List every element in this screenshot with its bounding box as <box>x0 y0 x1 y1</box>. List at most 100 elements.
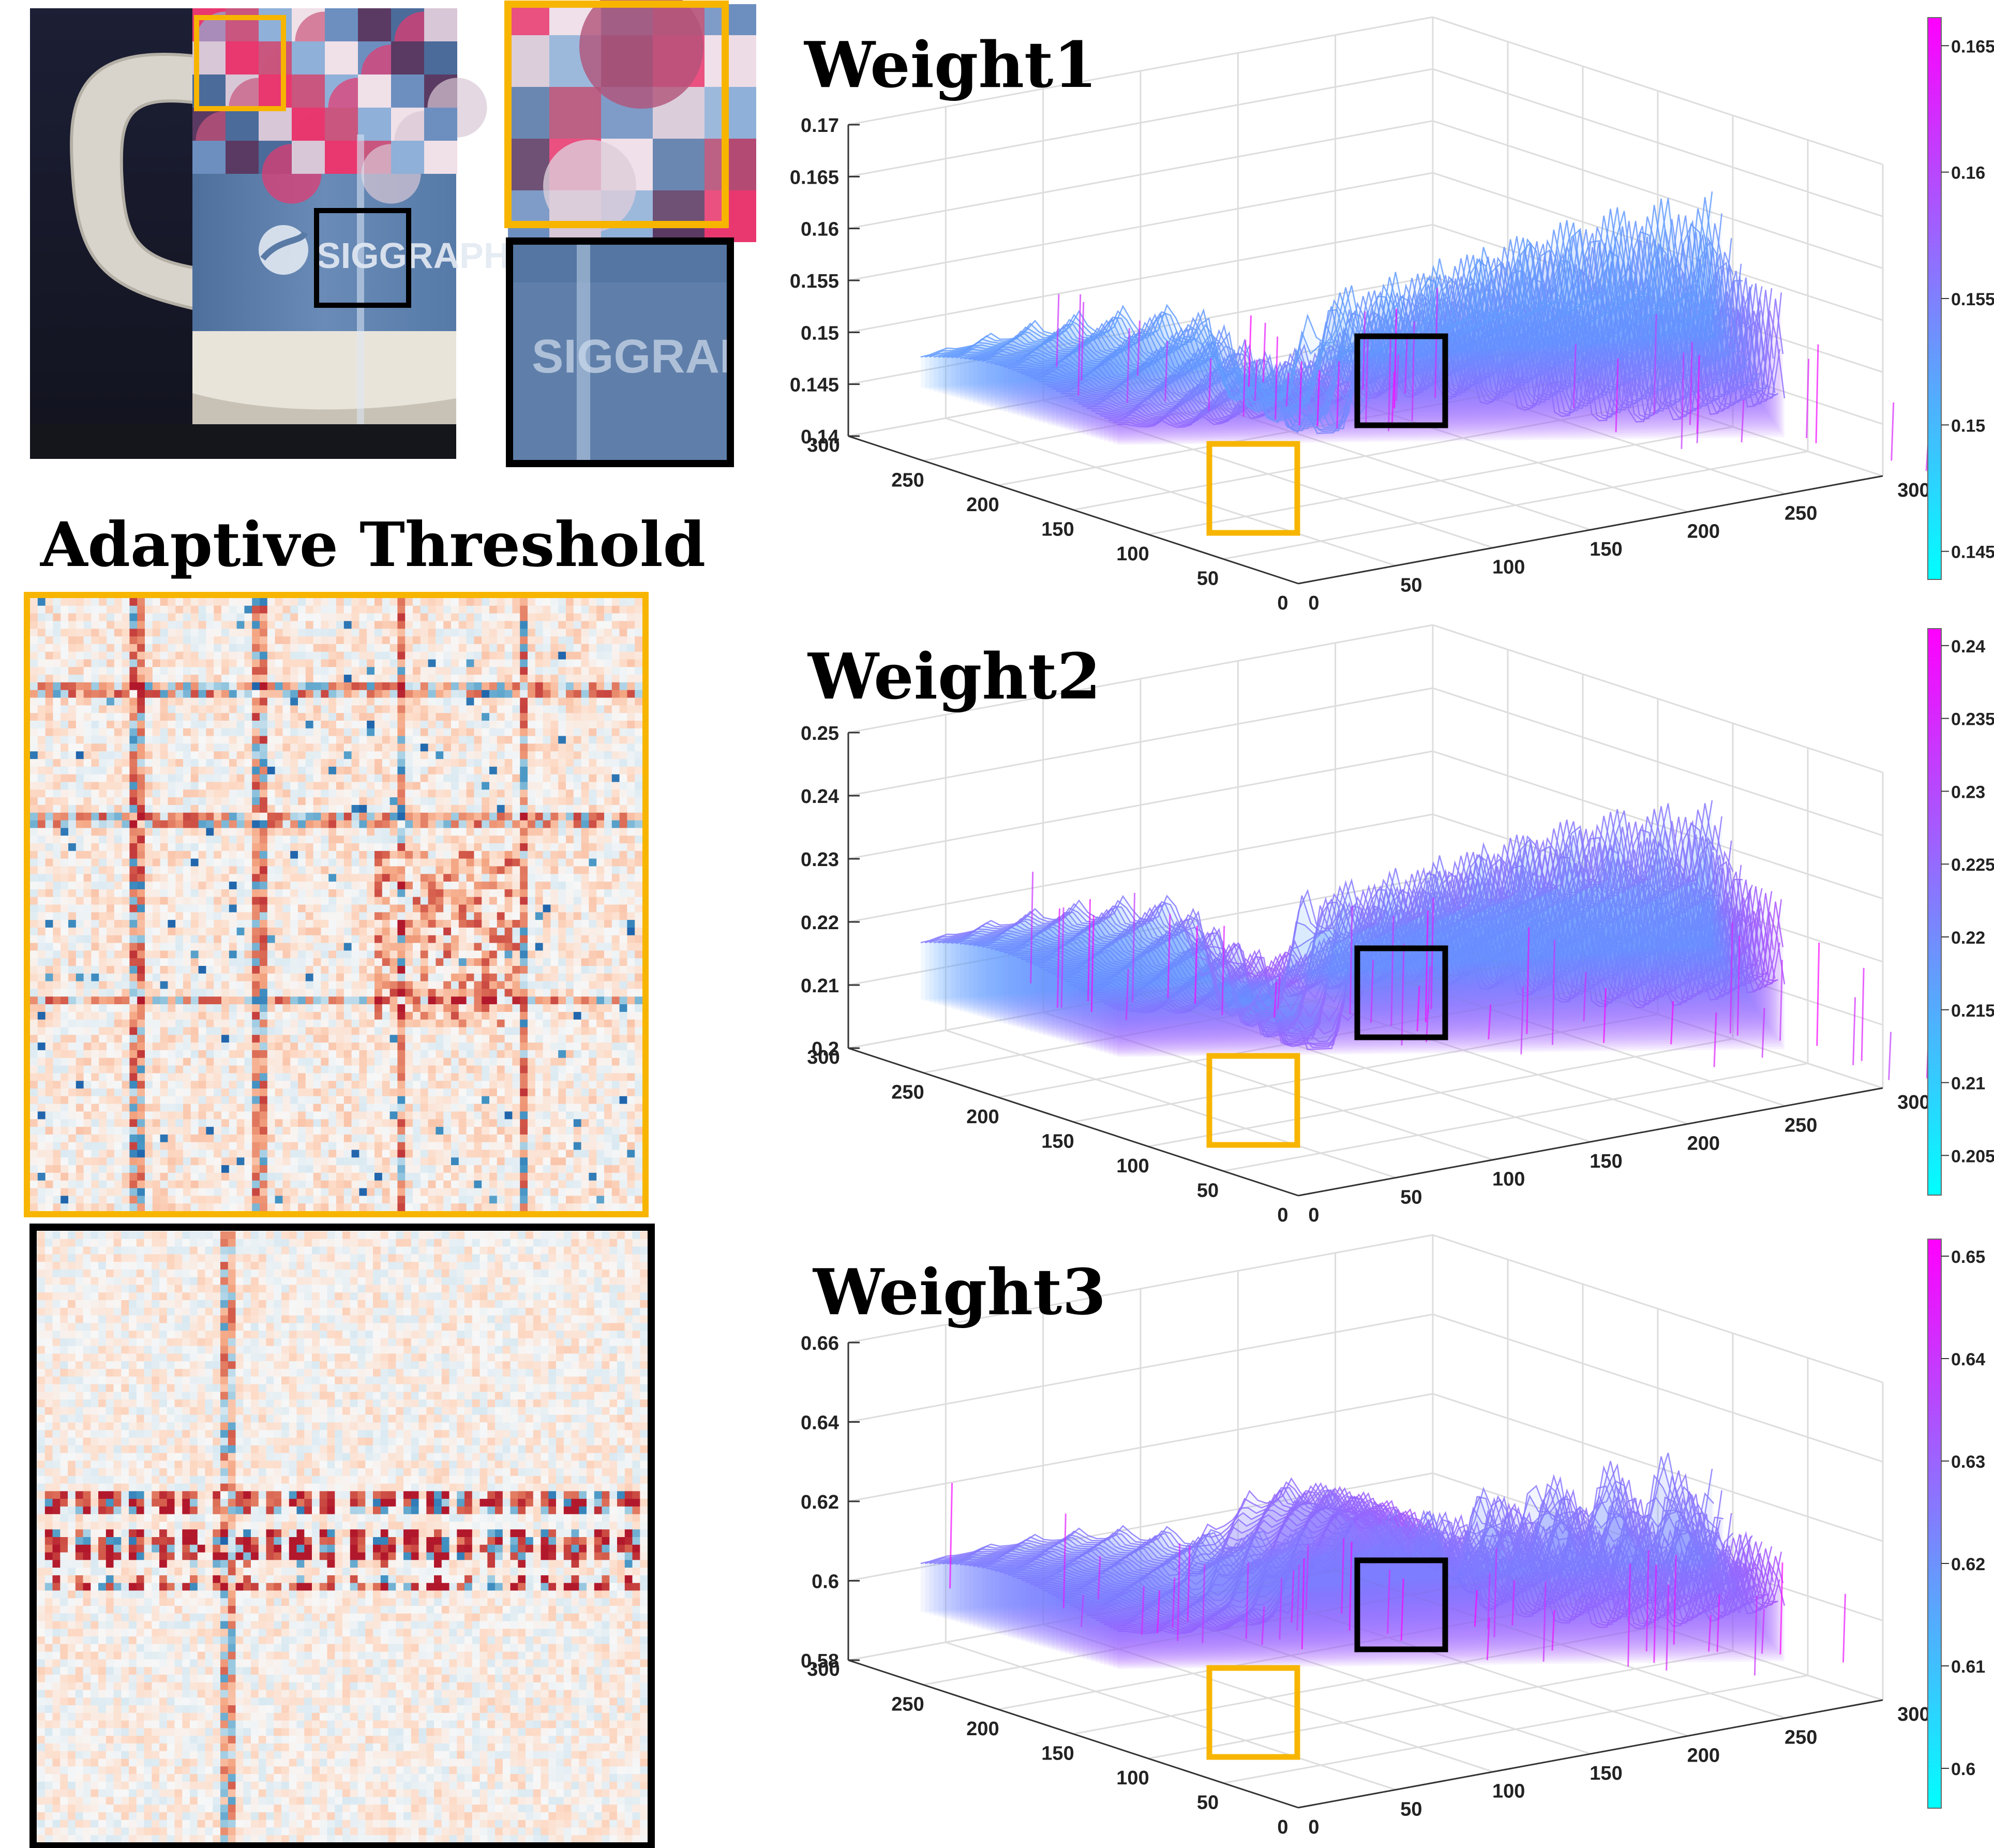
heat-cell <box>328 950 337 959</box>
heat-cell <box>37 812 46 821</box>
heat-cell <box>252 774 260 783</box>
heat-cell <box>275 943 283 951</box>
heat-cell <box>30 973 38 982</box>
heat-cell <box>229 1035 237 1043</box>
heat-cell <box>497 766 505 775</box>
heat-cell <box>581 1042 589 1051</box>
heat-cell <box>282 621 291 629</box>
heat-cell <box>359 904 367 913</box>
heat-cell <box>436 598 444 606</box>
heat-cell <box>175 613 184 621</box>
heat-cell <box>160 1011 168 1020</box>
heat-cell <box>436 882 444 890</box>
heat-cell <box>328 782 337 790</box>
heat-cell <box>512 927 520 936</box>
heat-cell <box>611 889 620 898</box>
heat-cell <box>275 851 283 859</box>
heat-cell <box>175 659 184 667</box>
heat-cell <box>114 613 123 621</box>
heat-cell <box>520 1019 528 1028</box>
heat-cell <box>451 851 459 859</box>
heat-cell <box>99 843 107 852</box>
heat-cell <box>397 882 406 890</box>
heat-cell <box>336 927 344 936</box>
heat-cell <box>359 797 367 806</box>
heat-cell <box>351 736 359 744</box>
heat-cell <box>137 797 145 806</box>
heat-cell <box>137 782 145 790</box>
heat-cell <box>367 613 375 621</box>
heat-cell <box>512 697 520 706</box>
heat-cell <box>282 996 291 1005</box>
heat-cell <box>466 904 474 913</box>
heat-cell <box>53 705 61 713</box>
heat-cell <box>413 1042 421 1051</box>
heat-cell <box>589 782 597 790</box>
heat-cell <box>466 1027 474 1035</box>
heat-cell <box>206 721 214 729</box>
heat-cell <box>183 613 191 621</box>
heat-cell <box>183 1011 191 1020</box>
heat-cell <box>428 943 436 951</box>
heat-cell <box>122 613 130 621</box>
heat-cell <box>474 820 482 828</box>
heat-cell <box>198 804 206 813</box>
heat-cell <box>122 1027 130 1035</box>
heat-cell <box>428 621 436 629</box>
heat-cell <box>604 759 612 767</box>
heat-cell <box>343 966 352 974</box>
crop-tile <box>653 139 704 190</box>
heat-cell <box>367 697 375 706</box>
heat-cell <box>30 598 38 606</box>
heat-cell <box>168 874 176 882</box>
heat-cell <box>550 1027 559 1035</box>
heat-cell <box>543 989 551 997</box>
heat-cell <box>382 843 391 852</box>
heat-cell <box>436 828 444 836</box>
heat-cell <box>30 675 38 683</box>
heat-cell <box>482 621 490 629</box>
heat-cell <box>190 797 199 806</box>
heat-cell <box>83 935 92 944</box>
heat-cell <box>443 736 452 744</box>
heat-cell <box>558 1027 566 1035</box>
heat-cell <box>520 836 528 844</box>
heat-cell <box>458 804 467 813</box>
heat-cell <box>604 1057 612 1066</box>
heat-cell <box>183 935 191 944</box>
heat-cell <box>343 605 352 614</box>
heat-cell <box>298 667 306 675</box>
heat-cell <box>267 1019 276 1028</box>
heat-cell <box>382 820 391 828</box>
heat-cell <box>152 705 161 713</box>
heat-cell <box>397 889 406 898</box>
heat-cell <box>627 935 635 944</box>
heat-cell <box>252 989 260 997</box>
heat-cell <box>53 636 61 645</box>
heat-cell <box>359 598 367 606</box>
heat-cell <box>374 736 383 744</box>
heat-cell <box>137 882 145 890</box>
heat-cell <box>99 743 107 752</box>
heat-cell <box>359 774 367 783</box>
heat-cell <box>474 858 482 867</box>
heat-cell <box>122 1004 130 1012</box>
heat-cell <box>581 759 589 767</box>
heat-cell <box>336 605 344 614</box>
heat-cell <box>267 644 276 652</box>
heat-cell <box>573 659 582 667</box>
heat-cell <box>566 874 574 882</box>
heat-cell <box>336 1027 344 1035</box>
heat-cell <box>367 736 375 744</box>
heat-cell <box>535 713 544 721</box>
heat-cell <box>206 659 214 667</box>
heat-cell <box>573 981 582 989</box>
heat-cell <box>374 812 383 821</box>
heat-cell <box>129 874 138 882</box>
heat-cell <box>175 759 184 767</box>
heat-cell <box>267 866 276 874</box>
heat-cell <box>451 828 459 836</box>
heat-cell <box>68 797 77 806</box>
heat-cell <box>214 644 222 652</box>
heat-cell <box>198 621 206 629</box>
